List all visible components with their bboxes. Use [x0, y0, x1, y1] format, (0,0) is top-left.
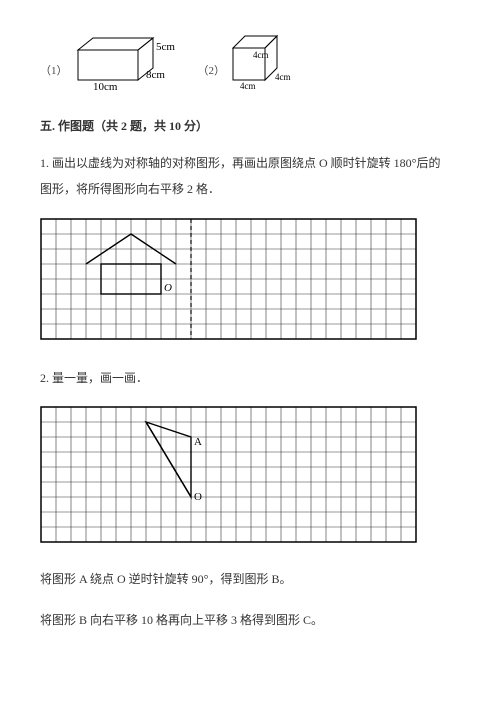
- box1-width: 10cm: [93, 81, 118, 90]
- q1-line2: 图形，将所得图形向右平移 2 格．: [40, 176, 460, 202]
- figure-2-box: 4cm 4cm 4cm: [225, 30, 305, 90]
- svg-text:O: O: [194, 491, 202, 503]
- svg-text:O: O: [164, 282, 172, 294]
- q2-instruction-1: 将图形 A 绕点 O 逆时针旋转 90°，得到图形 B。: [40, 568, 460, 591]
- q1-line1: 1. 画出以虚线为对称轴的对称图形，再画出原图绕点 O 顺时针旋转 180°后的: [40, 150, 460, 176]
- svg-text:A: A: [194, 436, 202, 448]
- q1-grid: O: [40, 218, 417, 340]
- figure-2-label: （2）: [198, 61, 226, 82]
- question-1: 1. 画出以虚线为对称轴的对称图形，再画出原图绕点 O 顺时针旋转 180°后的…: [40, 150, 460, 203]
- q1-grid-container: O: [40, 218, 460, 340]
- figure-1-box: 5cm 8cm 10cm: [68, 30, 178, 90]
- figures-row: （1） 5cm 8cm 10cm （2） 4cm 4cm 4cm: [40, 30, 460, 90]
- figure-1-label: （1）: [40, 61, 68, 82]
- section-title: 五. 作图题（共 2 题，共 10 分）: [40, 115, 460, 138]
- figure-1-wrap: （1） 5cm 8cm 10cm: [40, 30, 178, 90]
- box1-depth: 8cm: [146, 69, 165, 81]
- box2-depth: 4cm: [275, 72, 291, 82]
- q2-grid-container: AO: [40, 406, 460, 543]
- q2-instruction-2: 将图形 B 向右平移 10 格再向上平移 3 格得到图形 C。: [40, 609, 460, 632]
- figure-2-wrap: （2） 4cm 4cm 4cm: [198, 30, 306, 90]
- box2-height: 4cm: [253, 50, 269, 60]
- question-2: 2. 量一量，画一画．: [40, 365, 460, 391]
- box1-height: 5cm: [156, 41, 175, 53]
- q2-grid: AO: [40, 406, 417, 543]
- box2-width: 4cm: [240, 81, 256, 90]
